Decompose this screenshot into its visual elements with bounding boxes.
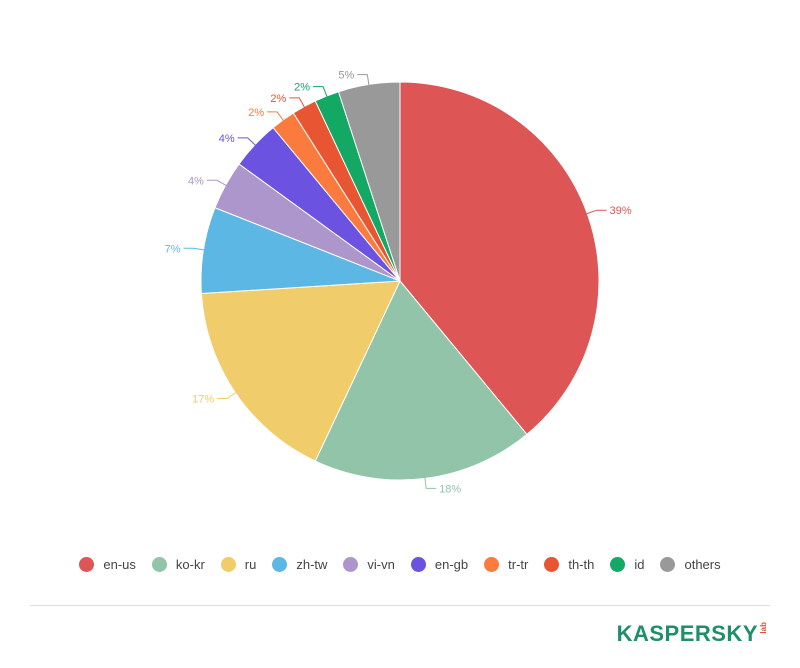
legend-label: zh-tw: [296, 556, 328, 572]
data-label-th-th: 2%: [270, 93, 286, 105]
legend-label: th-th: [568, 556, 595, 572]
pie-data-labels: 39% 18% 17% 7% 4% 4% 2% 2% 2% 5%: [165, 70, 632, 496]
legend-label: en-us: [103, 556, 136, 572]
legend-label: id: [634, 556, 645, 572]
logo-text: KASPERSKY: [616, 621, 758, 646]
legend-label: others: [684, 556, 721, 572]
legend-swatch: [410, 556, 426, 572]
legend-swatch: [660, 556, 676, 572]
pie-slices: [200, 81, 600, 481]
data-label-ru: 17%: [192, 393, 214, 405]
legend-item-zh-tw[interactable]: zh-tw: [272, 556, 328, 572]
leader-line-id: [313, 86, 328, 99]
legend-label: ko-kr: [175, 556, 205, 572]
data-label-id: 2%: [294, 82, 310, 94]
legend-item-en-us[interactable]: en-us: [79, 556, 136, 572]
legend-item-others[interactable]: others: [660, 556, 721, 572]
legend-item-vi-vn[interactable]: vi-vn: [343, 556, 395, 572]
legend-swatch: [79, 556, 95, 572]
legend-item-tr-tr[interactable]: tr-tr: [484, 556, 529, 572]
data-label-zh-tw: 7%: [165, 243, 181, 255]
data-label-en-gb: 4%: [219, 133, 235, 145]
legend-item-ru[interactable]: ru: [220, 556, 257, 572]
legend-label: en-gb: [434, 556, 469, 572]
kaspersky-logo: KASPERSKY lab: [617, 620, 768, 648]
legend-label: ru: [244, 556, 257, 572]
legend-item-en-gb[interactable]: en-gb: [410, 556, 469, 572]
legend-label: vi-vn: [367, 556, 395, 572]
legend-item-th-th[interactable]: th-th: [544, 556, 595, 572]
leader-line-ru: [217, 391, 238, 399]
legend-swatch: [272, 556, 288, 572]
leader-line-tr-tr: [267, 111, 285, 122]
legend-swatch: [544, 556, 560, 572]
leader-line-en-gb: [237, 137, 257, 147]
leader-line-th-th: [289, 97, 306, 109]
legend-item-id[interactable]: id: [610, 556, 645, 572]
leader-line-vi-vn: [206, 179, 228, 187]
data-label-en-us: 39%: [610, 205, 632, 217]
data-label-ko-kr: 18%: [439, 483, 461, 495]
leader-line-en-us: [585, 209, 607, 215]
legend-swatch: [343, 556, 359, 572]
data-label-others: 5%: [338, 70, 354, 82]
legend-item-ko-kr[interactable]: ko-kr: [151, 556, 205, 572]
logo-sub-text: lab: [759, 622, 768, 634]
leader-line-others: [357, 74, 370, 87]
footer-divider: [30, 605, 770, 606]
legend-swatch: [220, 556, 236, 572]
leader-line-ko-kr: [424, 476, 437, 489]
pie-chart: 39% 18% 17% 7% 4% 4% 2% 2% 2% 5%: [165, 70, 632, 496]
chart-legend: en-us ko-kr ru zh-tw vi-vn en-gb tr-tr th-th id o…: [0, 553, 800, 575]
legend-label: tr-tr: [508, 556, 529, 572]
leader-line-zh-tw: [183, 247, 206, 251]
legend-swatch: [151, 556, 167, 572]
legend-swatch: [484, 556, 500, 572]
legend-swatch: [610, 556, 626, 572]
data-label-tr-tr: 2%: [248, 107, 264, 119]
data-label-vi-vn: 4%: [188, 175, 204, 187]
